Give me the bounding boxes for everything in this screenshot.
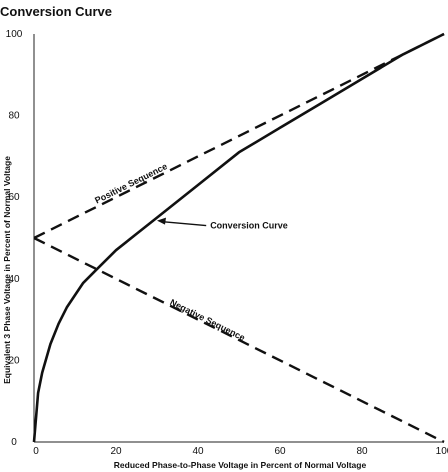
annotation-negative-sequence: Negative Sequence — [168, 297, 246, 343]
x-tick-label: 80 — [356, 446, 368, 457]
axes — [33, 34, 444, 443]
annotation-arrow-head — [157, 217, 166, 225]
series-line-negative-sequence — [33, 236, 445, 444]
x-tick-label: 100 — [436, 446, 448, 457]
tick-labels: 0 20 40 60 80 100 0 20 40 60 80 100 — [6, 29, 448, 457]
x-tick-label: 0 — [33, 446, 39, 457]
y-tick-label: 20 — [8, 355, 20, 366]
y-tick-label: 80 — [8, 111, 20, 122]
x-tick-label: 40 — [192, 446, 204, 457]
y-tick-label: 0 — [11, 437, 17, 448]
x-tick-label: 60 — [274, 446, 286, 457]
x-axis-label: Reduced Phase-to-Phase Voltage in Percen… — [114, 460, 367, 470]
y-axis-label: Equivalent 3 Phase Voltage in Percent of… — [2, 156, 12, 384]
series-group — [32, 32, 445, 444]
y-tick-label: 60 — [8, 192, 20, 203]
series-line-positive-sequence — [33, 32, 445, 240]
series-line-conversion-curve — [32, 32, 445, 443]
annotation-arrow-line — [160, 220, 207, 227]
annotation-positive-sequence: Positive Sequence — [93, 161, 169, 205]
annotations: Conversion Curve Positive Sequence Negativ… — [93, 161, 287, 343]
y-tick-label: 100 — [6, 29, 23, 40]
annotation-conversion-curve: Conversion Curve — [210, 221, 288, 231]
y-tick-label: 40 — [8, 274, 20, 285]
x-tick-label: 20 — [110, 446, 122, 457]
chart-title: Conversion Curve — [0, 4, 112, 19]
